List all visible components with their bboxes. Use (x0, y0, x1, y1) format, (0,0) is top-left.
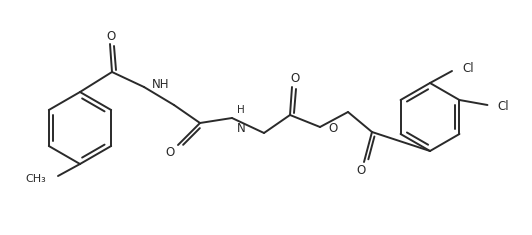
Text: O: O (106, 30, 115, 43)
Text: O: O (356, 164, 365, 177)
Text: NH: NH (152, 78, 170, 91)
Text: CH₃: CH₃ (25, 174, 46, 184)
Text: O: O (328, 122, 337, 136)
Text: Cl: Cl (462, 63, 473, 75)
Text: H: H (237, 105, 245, 115)
Text: N: N (237, 122, 246, 135)
Text: O: O (165, 145, 174, 158)
Text: Cl: Cl (497, 99, 509, 113)
Text: O: O (290, 73, 300, 86)
